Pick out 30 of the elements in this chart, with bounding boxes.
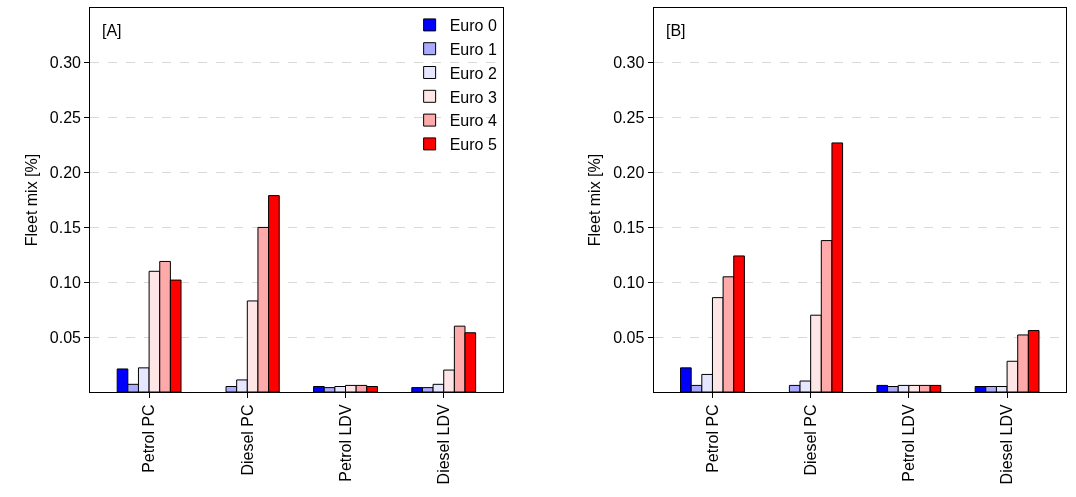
y-tick-label: 0.30 — [613, 54, 645, 72]
x-tick-label: Petrol PC — [703, 404, 721, 473]
y-tick-label: 0.10 — [49, 273, 82, 291]
x-tick-label: Diesel PC — [238, 404, 256, 476]
y-tick-label: 0.10 — [613, 273, 645, 291]
y-tick-label: 0.05 — [49, 328, 82, 346]
legend-label: Euro 2 — [449, 64, 497, 82]
y-tick-label: 0.15 — [613, 219, 645, 237]
x-tick-label: Diesel LDV — [434, 404, 452, 485]
text: [A] — [102, 22, 122, 39]
legend-label: Euro 5 — [449, 136, 497, 154]
y-tick-label: 0.25 — [613, 109, 645, 127]
y-tick-label: 0.05 — [613, 328, 645, 346]
y-tick-label: 0.20 — [49, 164, 82, 182]
y-tick-label: 0.30 — [49, 54, 82, 72]
x-tick-label: Petrol LDV — [900, 404, 918, 482]
legend-label: Euro 0 — [449, 17, 497, 35]
y-axis-title: Fleet mix [%] — [22, 153, 40, 247]
x-tick-label: Diesel PC — [801, 404, 819, 476]
y-tick-label: 0.20 — [613, 164, 645, 182]
x-tick-label: Petrol LDV — [336, 404, 354, 482]
x-tick-label: Petrol PC — [140, 404, 158, 473]
legend-label: Euro 1 — [449, 40, 497, 58]
legend-label: Euro 4 — [449, 112, 497, 130]
text: [B] — [666, 22, 686, 39]
legend-label: Euro 3 — [449, 88, 497, 106]
y-tick-label: 0.25 — [49, 109, 82, 127]
y-tick-label: 0.15 — [49, 219, 82, 237]
x-tick-label: Diesel LDV — [998, 404, 1016, 485]
y-axis-title: Fleet mix [%] — [586, 153, 604, 247]
